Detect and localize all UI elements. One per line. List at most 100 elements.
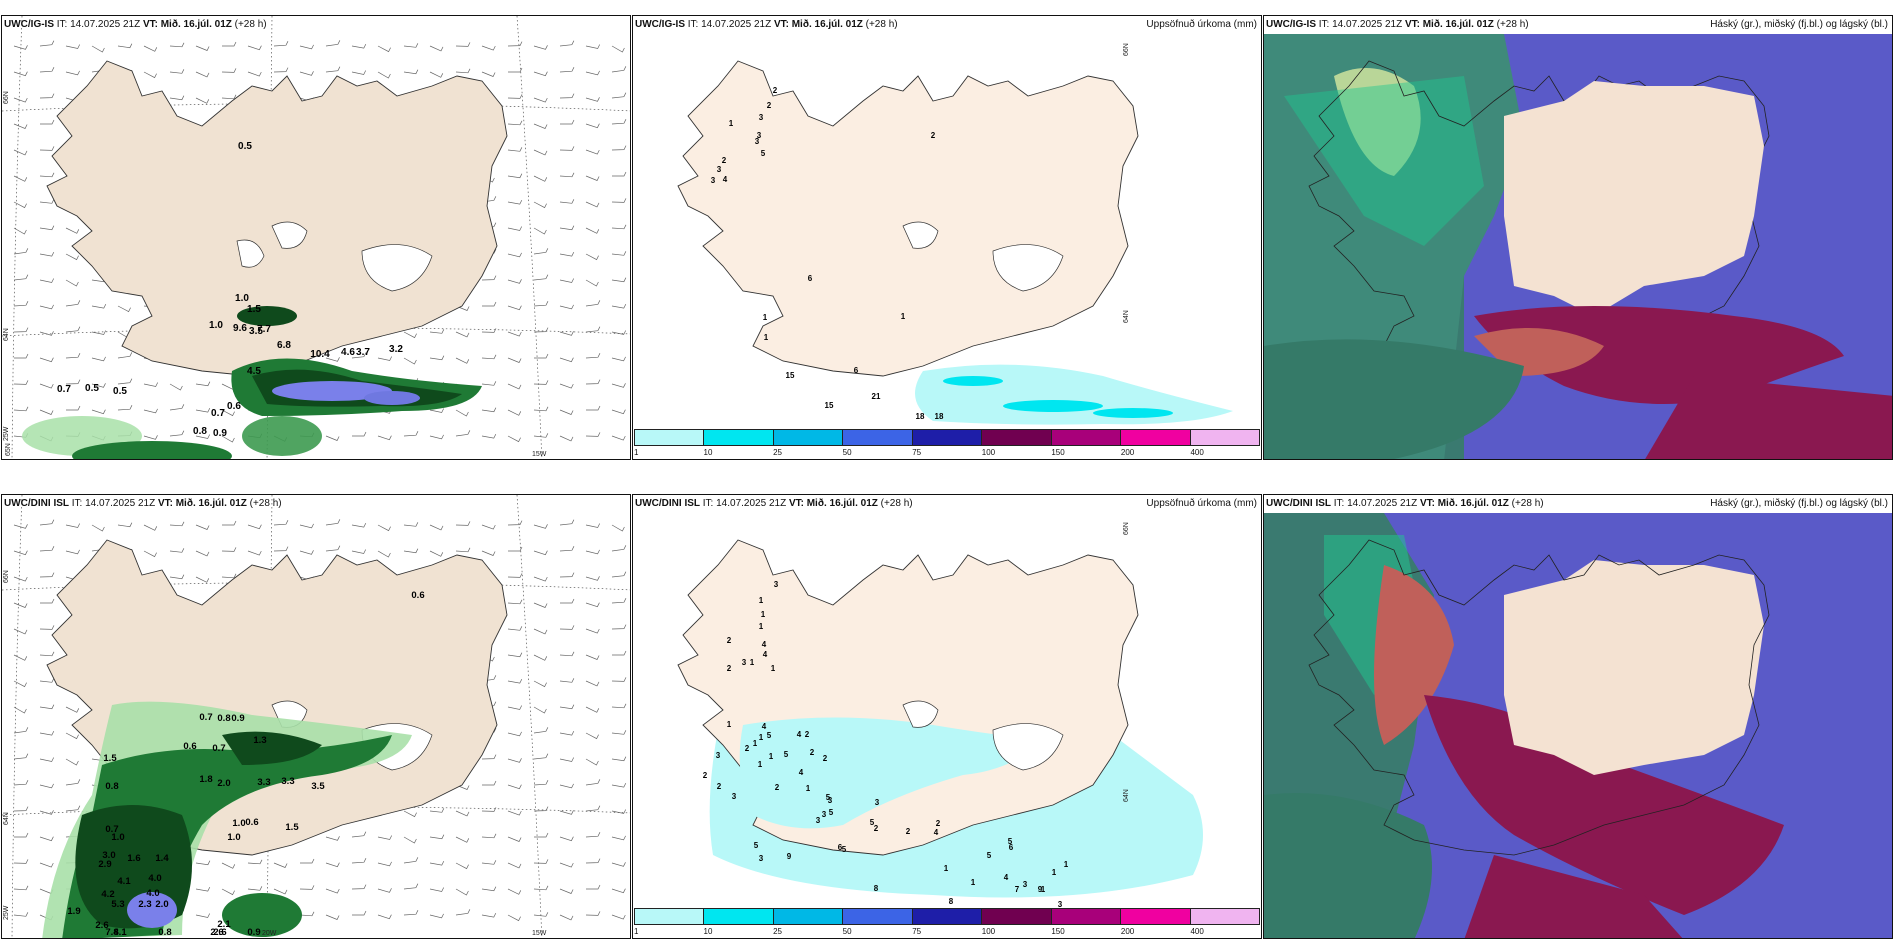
wind-barb xyxy=(533,654,548,661)
wind-barb xyxy=(403,910,419,916)
wind-barb xyxy=(585,654,600,660)
precip-value-label: 1 xyxy=(758,760,763,769)
wind-barb xyxy=(611,198,627,203)
colorbar-swatch xyxy=(773,908,844,925)
wind-barb xyxy=(39,172,55,178)
precip-value-label: 0.5 xyxy=(113,386,127,397)
wind-barb xyxy=(481,550,496,556)
wind-barb xyxy=(611,383,626,388)
precip-value-label: 5 xyxy=(784,750,789,759)
wind-barb xyxy=(247,524,262,530)
precip-value-label: 0.6 xyxy=(411,590,424,601)
precip-value-label: 5 xyxy=(826,793,831,802)
wind-barb xyxy=(559,357,574,363)
wind-barb xyxy=(13,227,27,235)
wind-barb xyxy=(611,598,627,604)
wind-barb xyxy=(273,67,289,73)
wind-barb xyxy=(169,548,185,553)
wind-barb xyxy=(40,598,55,604)
wind-barb xyxy=(91,524,105,532)
wind-barb xyxy=(65,44,81,49)
precip-value-label: 1 xyxy=(1064,860,1069,869)
precip-value-label: 6 xyxy=(1009,843,1014,852)
wind-barb xyxy=(611,409,626,415)
graticule-label: 15W xyxy=(532,451,547,458)
precip-value-label: 2.0 xyxy=(155,899,168,910)
precip-value-label: 2 xyxy=(775,783,780,792)
graticule-label: 66N xyxy=(3,91,10,104)
precip-value-label: 1.6 xyxy=(127,853,140,864)
wind-barb xyxy=(429,524,444,531)
precip-colorbar: 1 10 25 50 75 100 150 200 400 xyxy=(633,429,1260,459)
precip-value-label: 0.5 xyxy=(238,141,252,152)
precip-value-label: 0.8 xyxy=(105,781,118,792)
wind-barb xyxy=(65,523,81,528)
wind-barb xyxy=(39,730,55,736)
precip-value-label: 4 xyxy=(762,722,767,731)
precip-value-label: 1 xyxy=(759,596,764,605)
precip-value-label: 1 xyxy=(727,720,732,729)
wind-barb xyxy=(585,227,600,234)
precip-value-label: 0.7 xyxy=(105,824,118,835)
graticule-label: 66N xyxy=(1123,43,1130,56)
wind-barb xyxy=(559,331,574,336)
wind-barb xyxy=(585,628,600,634)
wind-barb xyxy=(455,547,471,553)
wind-barb xyxy=(585,300,601,307)
wind-barb xyxy=(585,379,601,385)
wind-barb xyxy=(611,677,627,682)
wind-barb xyxy=(195,860,211,866)
wind-barb xyxy=(611,862,626,867)
precip-value-label: 4 xyxy=(762,640,767,649)
wind-barb xyxy=(403,331,417,339)
wind-barb xyxy=(325,40,341,47)
wind-barb xyxy=(273,546,289,552)
colorbar-tick-label: 50 xyxy=(842,927,852,936)
precip-value-label: 3.5 xyxy=(311,781,325,792)
wind-barb xyxy=(39,146,55,151)
wind-barb xyxy=(143,550,157,558)
wind-barb xyxy=(117,522,133,528)
colorbar-swatch xyxy=(1121,908,1191,925)
wind-barb xyxy=(377,356,393,361)
wind-barb xyxy=(455,68,471,74)
wind-barb xyxy=(117,378,133,385)
wind-barb xyxy=(13,912,29,917)
wind-barb xyxy=(91,356,106,362)
precip-value-label: 8 xyxy=(874,884,879,893)
map-panel-clouds-dini: UWC/DINI ISL IT: 14.07.2025 21Z VT: Mið.… xyxy=(1263,494,1893,939)
precip-value-label: 6 xyxy=(808,274,813,283)
wind-barb xyxy=(559,146,575,151)
wind-barb xyxy=(325,435,340,441)
wind-barb xyxy=(559,40,575,47)
wind-barb xyxy=(585,911,601,916)
wind-barb xyxy=(13,550,28,556)
precip-value-label: 1.0 xyxy=(232,818,245,829)
wind-barb xyxy=(299,885,315,890)
precip-value-label: 3 xyxy=(732,792,737,801)
wind-barb xyxy=(377,914,392,920)
colorbar-swatch xyxy=(1051,908,1122,925)
graticule-label: 25W xyxy=(3,426,10,441)
wind-barb xyxy=(507,383,522,390)
wind-barb xyxy=(39,40,55,47)
graticule-label: 66N xyxy=(1123,522,1130,535)
wind-barb xyxy=(195,524,210,530)
wind-barb xyxy=(65,253,79,261)
wind-barb xyxy=(325,545,341,552)
wind-barb xyxy=(221,547,237,552)
precip-value-label: 2.6 xyxy=(210,927,223,938)
wind-barb xyxy=(455,810,470,817)
colorbar-swatch xyxy=(634,908,705,925)
colorbar-ticks: 1 10 25 50 75 100 150 200 400 xyxy=(633,927,1260,938)
precip-value-label: 0.5 xyxy=(85,383,99,394)
wind-barb xyxy=(481,328,497,333)
wind-barb xyxy=(221,573,237,579)
wind-barb xyxy=(559,383,574,389)
wind-barb xyxy=(533,806,549,812)
wind-precip-map: 0.6 0.7 0.8 1.5 0.9 0.6 0.7 1.3 0.8 1.8 2.0 3.3 3.3 3… xyxy=(2,495,630,938)
map-panel-clouds-igis: UWC/IG-IS IT: 14.07.2025 21Z VT: Mið. 16… xyxy=(1263,15,1893,460)
wind-barb xyxy=(13,71,28,77)
precip-value-label: 1 xyxy=(759,733,764,742)
wind-barb xyxy=(65,279,79,287)
